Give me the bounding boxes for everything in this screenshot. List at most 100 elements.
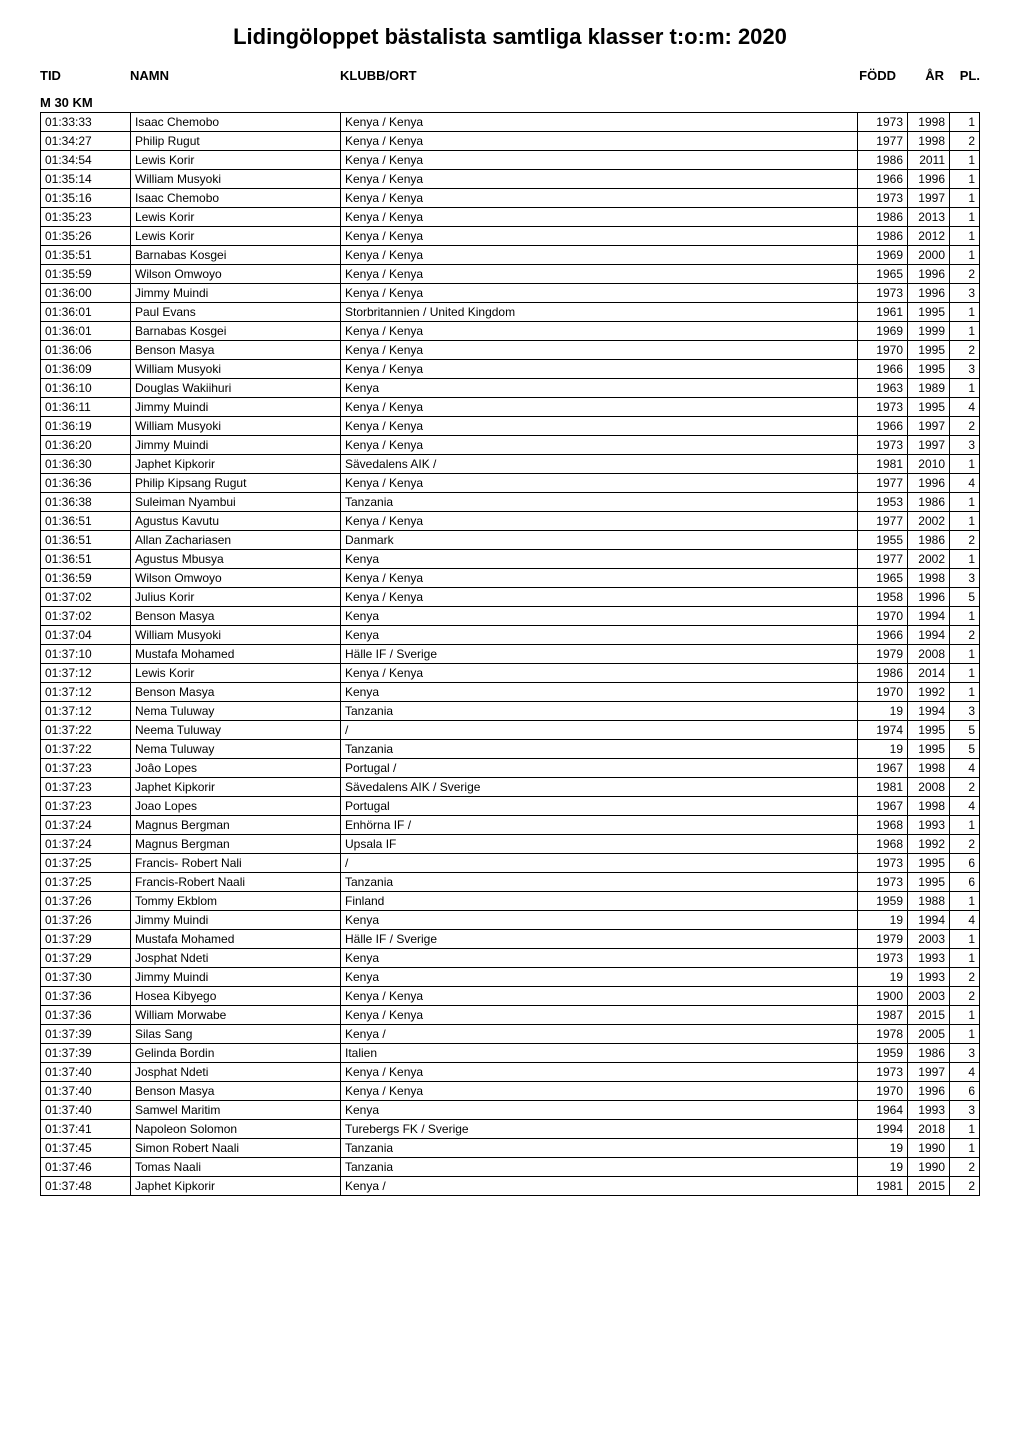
cell-fodd: 1973	[858, 854, 908, 873]
cell-fodd: 1959	[858, 1044, 908, 1063]
cell-namn: Benson Masya	[131, 341, 341, 360]
cell-fodd: 19	[858, 1139, 908, 1158]
cell-fodd: 1994	[858, 1120, 908, 1139]
cell-ar: 2015	[908, 1006, 950, 1025]
cell-namn: Isaac Chemobo	[131, 189, 341, 208]
cell-ar: 1994	[908, 626, 950, 645]
cell-tid: 01:37:46	[41, 1158, 131, 1177]
table-row: 01:37:36Hosea KibyegoKenya / Kenya190020…	[41, 987, 980, 1006]
cell-namn: William Musyoki	[131, 626, 341, 645]
table-row: 01:36:01Barnabas KosgeiKenya / Kenya1969…	[41, 322, 980, 341]
cell-fodd: 1973	[858, 398, 908, 417]
cell-klubb: Kenya / Kenya	[341, 417, 858, 436]
cell-pl: 3	[950, 284, 980, 303]
cell-namn: Lewis Korir	[131, 151, 341, 170]
cell-fodd: 1981	[858, 455, 908, 474]
cell-pl: 1	[950, 208, 980, 227]
cell-tid: 01:37:02	[41, 588, 131, 607]
table-row: 01:37:23Joao LopesPortugal196719984	[41, 797, 980, 816]
cell-namn: Jimmy Muindi	[131, 436, 341, 455]
cell-fodd: 1970	[858, 1082, 908, 1101]
table-row: 01:37:45Simon Robert NaaliTanzania191990…	[41, 1139, 980, 1158]
cell-fodd: 1986	[858, 664, 908, 683]
cell-namn: Mustafa Mohamed	[131, 645, 341, 664]
cell-ar: 1990	[908, 1158, 950, 1177]
table-row: 01:37:40Josphat NdetiKenya / Kenya197319…	[41, 1063, 980, 1082]
cell-pl: 4	[950, 398, 980, 417]
table-row: 01:36:51Agustus KavutuKenya / Kenya19772…	[41, 512, 980, 531]
cell-klubb: Kenya / Kenya	[341, 170, 858, 189]
cell-ar: 1994	[908, 702, 950, 721]
cell-ar: 1995	[908, 721, 950, 740]
cell-pl: 1	[950, 892, 980, 911]
cell-tid: 01:37:24	[41, 835, 131, 854]
section-label: M 30 KM	[40, 95, 980, 110]
table-row: 01:37:40Benson MasyaKenya / Kenya1970199…	[41, 1082, 980, 1101]
col-header-pl: PL.	[950, 68, 980, 83]
table-row: 01:34:27Philip RugutKenya / Kenya1977199…	[41, 132, 980, 151]
cell-pl: 3	[950, 569, 980, 588]
cell-tid: 01:37:22	[41, 740, 131, 759]
cell-tid: 01:37:36	[41, 987, 131, 1006]
cell-namn: Mustafa Mohamed	[131, 930, 341, 949]
cell-namn: Jimmy Muindi	[131, 398, 341, 417]
cell-namn: Silas Sang	[131, 1025, 341, 1044]
cell-klubb: Kenya / Kenya	[341, 569, 858, 588]
cell-ar: 1998	[908, 759, 950, 778]
cell-fodd: 1961	[858, 303, 908, 322]
cell-pl: 1	[950, 512, 980, 531]
cell-klubb: Tanzania	[341, 702, 858, 721]
cell-klubb: Kenya / Kenya	[341, 360, 858, 379]
cell-ar: 1998	[908, 569, 950, 588]
cell-ar: 1996	[908, 265, 950, 284]
cell-klubb: Upsala IF	[341, 835, 858, 854]
cell-namn: Suleiman Nyambui	[131, 493, 341, 512]
cell-klubb: Kenya	[341, 949, 858, 968]
cell-fodd: 1959	[858, 892, 908, 911]
cell-klubb: Kenya / Kenya	[341, 436, 858, 455]
cell-ar: 1997	[908, 1063, 950, 1082]
table-row: 01:36:51Allan ZachariasenDanmark19551986…	[41, 531, 980, 550]
cell-klubb: Storbritannien / United Kingdom	[341, 303, 858, 322]
cell-namn: Samwel Maritim	[131, 1101, 341, 1120]
cell-ar: 2010	[908, 455, 950, 474]
table-row: 01:36:20Jimmy MuindiKenya / Kenya1973199…	[41, 436, 980, 455]
cell-pl: 5	[950, 740, 980, 759]
cell-tid: 01:37:39	[41, 1025, 131, 1044]
table-row: 01:37:23Joâo LopesPortugal /196719984	[41, 759, 980, 778]
cell-fodd: 1968	[858, 835, 908, 854]
cell-namn: Philip Rugut	[131, 132, 341, 151]
cell-ar: 1995	[908, 854, 950, 873]
cell-namn: Francis-Robert Naali	[131, 873, 341, 892]
cell-namn: Jimmy Muindi	[131, 284, 341, 303]
table-row: 01:37:02Benson MasyaKenya197019941	[41, 607, 980, 626]
table-row: 01:37:02Julius KorirKenya / Kenya1958199…	[41, 588, 980, 607]
cell-ar: 2011	[908, 151, 950, 170]
table-row: 01:37:04William MusyokiKenya196619942	[41, 626, 980, 645]
table-row: 01:37:39Silas SangKenya /197820051	[41, 1025, 980, 1044]
cell-fodd: 1965	[858, 265, 908, 284]
cell-klubb: Portugal /	[341, 759, 858, 778]
cell-klubb: Kenya / Kenya	[341, 1063, 858, 1082]
cell-tid: 01:37:26	[41, 892, 131, 911]
cell-tid: 01:37:25	[41, 873, 131, 892]
cell-klubb: Kenya / Kenya	[341, 265, 858, 284]
cell-pl: 1	[950, 1120, 980, 1139]
cell-ar: 1986	[908, 1044, 950, 1063]
cell-klubb: Kenya / Kenya	[341, 341, 858, 360]
cell-pl: 1	[950, 645, 980, 664]
cell-namn: Paul Evans	[131, 303, 341, 322]
cell-pl: 4	[950, 759, 980, 778]
table-row: 01:36:06Benson MasyaKenya / Kenya1970199…	[41, 341, 980, 360]
cell-namn: Neema Tuluway	[131, 721, 341, 740]
cell-ar: 2014	[908, 664, 950, 683]
cell-klubb: Kenya	[341, 607, 858, 626]
cell-klubb: Kenya / Kenya	[341, 588, 858, 607]
cell-fodd: 1986	[858, 227, 908, 246]
cell-namn: Agustus Kavutu	[131, 512, 341, 531]
cell-ar: 1986	[908, 493, 950, 512]
cell-fodd: 1973	[858, 113, 908, 132]
cell-pl: 2	[950, 1158, 980, 1177]
cell-klubb: Kenya / Kenya	[341, 322, 858, 341]
cell-ar: 2008	[908, 778, 950, 797]
